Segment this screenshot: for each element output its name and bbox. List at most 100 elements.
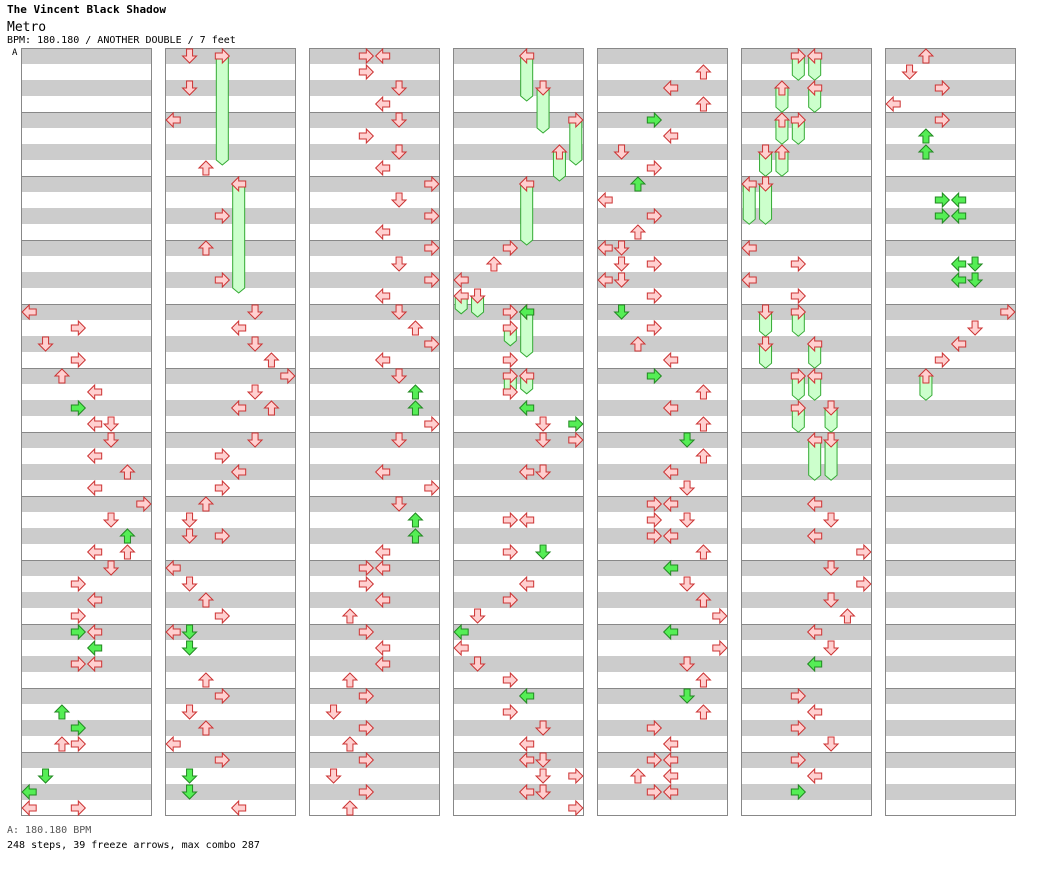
- step-arrow-icon: [806, 527, 823, 545]
- step-arrow-icon: [662, 127, 679, 145]
- freeze-arrow: [469, 288, 486, 318]
- step-arrow-icon: [37, 336, 54, 352]
- step-arrow-icon: [358, 719, 375, 737]
- step-arrow-icon: [214, 751, 231, 769]
- step-arrow-icon: [374, 559, 391, 577]
- step-arrow-icon: [613, 256, 630, 272]
- step-arrow-icon: [358, 575, 375, 593]
- step-arrow-icon: [181, 48, 198, 64]
- step-arrow-icon: [646, 751, 663, 769]
- step-arrow-icon: [678, 688, 696, 704]
- step-arrow-icon: [263, 352, 280, 368]
- step-arrow-icon: [374, 351, 391, 369]
- step-arrow-icon: [629, 768, 647, 784]
- step-arrow-icon: [181, 512, 198, 528]
- chart-column: [741, 48, 872, 816]
- freeze-arrow: [502, 319, 519, 347]
- step-arrow-icon: [70, 623, 87, 641]
- step-arrow-icon: [597, 239, 613, 257]
- step-arrow-icon: [453, 623, 469, 641]
- step-arrow-icon: [662, 79, 679, 97]
- step-arrow-icon: [374, 223, 391, 241]
- step-arrow-icon: [917, 128, 935, 144]
- step-arrow-icon: [646, 527, 663, 545]
- freeze-arrow: [757, 304, 774, 337]
- step-arrow-icon: [1000, 303, 1016, 321]
- step-arrow-icon: [662, 463, 679, 481]
- freeze-arrow: [790, 111, 807, 145]
- freeze-arrow: [790, 367, 807, 401]
- step-arrow-icon: [390, 432, 408, 448]
- step-arrow-icon: [230, 463, 247, 481]
- step-arrow-icon: [358, 63, 375, 81]
- step-arrow-icon: [695, 672, 712, 688]
- step-arrow-icon: [214, 447, 231, 465]
- step-arrow-icon: [341, 800, 359, 816]
- step-arrow-icon: [214, 271, 231, 289]
- step-arrow-icon: [390, 80, 408, 96]
- step-arrow-icon: [70, 719, 87, 737]
- step-arrow-icon: [646, 319, 663, 337]
- step-arrow-icon: [678, 576, 696, 592]
- step-arrow-icon: [358, 559, 375, 577]
- step-arrow-icon: [424, 479, 440, 497]
- step-arrow-icon: [102, 512, 120, 528]
- freeze-arrow: [806, 367, 823, 401]
- step-arrow-icon: [790, 719, 807, 737]
- freeze-arrow: [806, 79, 823, 113]
- step-arrow-icon: [518, 511, 535, 529]
- step-arrow-icon: [662, 735, 679, 753]
- step-arrow-icon: [165, 559, 181, 577]
- step-arrow-icon: [917, 144, 935, 160]
- step-arrow-icon: [424, 239, 440, 257]
- step-arrow-icon: [662, 751, 679, 769]
- step-arrow-icon: [119, 464, 136, 480]
- step-arrow-icon: [712, 639, 728, 657]
- step-arrow-icon: [102, 560, 120, 576]
- step-arrow-icon: [806, 703, 823, 721]
- step-arrow-icon: [341, 608, 359, 624]
- step-arrow-icon: [934, 191, 951, 209]
- step-arrow-icon: [453, 271, 469, 289]
- step-arrow-icon: [453, 639, 469, 657]
- freeze-arrow: [773, 80, 791, 113]
- step-arrow-icon: [230, 399, 247, 417]
- step-arrow-icon: [86, 655, 103, 673]
- step-arrow-icon: [230, 799, 247, 817]
- freeze-arrow: [518, 367, 535, 395]
- step-arrow-icon: [230, 319, 247, 337]
- step-arrow-icon: [646, 783, 663, 801]
- freeze-arrow: [741, 175, 757, 225]
- step-arrow-icon: [613, 240, 630, 256]
- step-arrow-icon: [646, 255, 663, 273]
- step-arrow-icon: [613, 144, 630, 160]
- step-arrow-icon: [502, 703, 519, 721]
- step-arrow-icon: [822, 640, 840, 656]
- step-arrow-icon: [695, 592, 712, 608]
- step-arrow-icon: [885, 95, 901, 113]
- step-arrow-icon: [374, 591, 391, 609]
- freeze-arrow: [518, 175, 535, 246]
- step-arrow-icon: [695, 544, 712, 560]
- freeze-arrow: [518, 47, 535, 102]
- step-arrow-icon: [790, 751, 807, 769]
- step-arrow-icon: [358, 623, 375, 641]
- step-arrow-icon: [518, 575, 535, 593]
- step-arrow-icon: [86, 543, 103, 561]
- step-arrow-icon: [37, 768, 54, 784]
- bpm-marker-label: A: [12, 48, 18, 58]
- step-arrow-icon: [534, 784, 552, 800]
- freeze-arrow: [534, 80, 552, 134]
- step-arrow-icon: [70, 607, 87, 625]
- step-arrow-icon: [119, 528, 136, 544]
- step-arrow-icon: [695, 64, 712, 80]
- chart-info: BPM: 180.180 / ANOTHER DOUBLE / 7 feet: [7, 35, 236, 46]
- step-arrow-icon: [390, 368, 408, 384]
- step-arrow-icon: [181, 768, 198, 784]
- freeze-arrow: [822, 400, 840, 433]
- step-arrow-icon: [662, 623, 679, 641]
- step-arrow-icon: [374, 543, 391, 561]
- step-arrow-icon: [534, 720, 552, 736]
- step-arrow-icon: [790, 255, 807, 273]
- step-arrow-icon: [822, 512, 840, 528]
